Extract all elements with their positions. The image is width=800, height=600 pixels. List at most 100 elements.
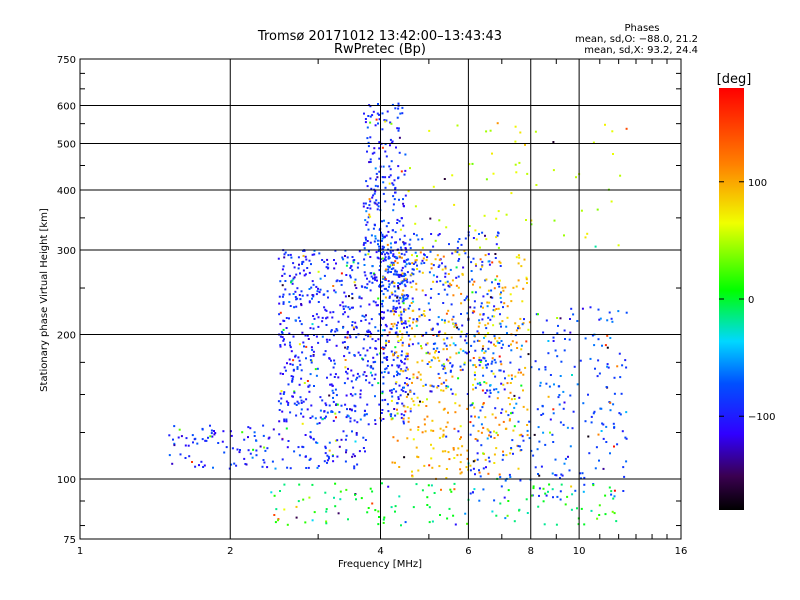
echo-point xyxy=(444,332,447,335)
echo-point xyxy=(372,356,375,359)
echo-point xyxy=(456,247,459,249)
echo-point xyxy=(247,449,250,452)
echo-point xyxy=(281,458,284,461)
echo-point xyxy=(397,129,400,132)
echo-point xyxy=(493,309,496,312)
echo-point xyxy=(393,313,395,316)
echo-point xyxy=(500,411,503,414)
echo-point xyxy=(428,308,431,311)
echo-point xyxy=(417,456,420,459)
echo-point xyxy=(400,388,403,391)
echo-point xyxy=(337,512,340,515)
echo-point xyxy=(362,373,365,376)
echo-point xyxy=(483,357,486,360)
echo-point xyxy=(334,412,337,415)
echo-point xyxy=(586,232,589,235)
echo-point xyxy=(597,338,600,341)
echo-point xyxy=(412,373,415,376)
echo-point xyxy=(335,416,337,419)
echo-point xyxy=(367,423,370,426)
echo-point xyxy=(622,466,625,469)
echo-point xyxy=(279,280,282,283)
echo-point xyxy=(211,435,214,438)
echo-point xyxy=(378,269,381,272)
echo-point xyxy=(359,396,362,399)
echo-point xyxy=(498,342,501,344)
echo-point xyxy=(552,340,555,342)
echo-point xyxy=(430,233,433,235)
echo-point xyxy=(384,368,387,371)
echo-point xyxy=(405,279,408,282)
echo-point xyxy=(299,396,302,399)
echo-point xyxy=(443,407,446,410)
echo-point xyxy=(542,431,545,434)
echo-point xyxy=(404,153,407,156)
echo-point xyxy=(530,494,533,497)
echo-point xyxy=(416,361,419,364)
echo-point xyxy=(385,367,388,370)
echo-point xyxy=(396,296,399,299)
echo-point xyxy=(394,461,396,464)
echo-point xyxy=(499,313,501,316)
echo-point xyxy=(308,288,311,290)
echo-point xyxy=(333,259,335,261)
axis-ticks xyxy=(80,59,681,539)
echo-point xyxy=(422,385,425,387)
echo-point xyxy=(289,253,292,256)
echo-point xyxy=(384,278,387,280)
echo-point xyxy=(613,392,616,395)
echo-point xyxy=(377,257,380,260)
echo-point xyxy=(384,186,387,189)
echo-point xyxy=(484,254,487,257)
echo-point xyxy=(403,294,406,297)
echo-point xyxy=(606,346,609,349)
echo-point xyxy=(376,208,379,211)
echo-point xyxy=(389,264,392,267)
echo-point xyxy=(285,400,288,403)
echo-point xyxy=(316,422,319,425)
echo-point xyxy=(287,401,290,404)
echo-point xyxy=(301,294,304,297)
echo-point xyxy=(479,246,481,249)
echo-point xyxy=(317,301,320,303)
echo-point xyxy=(308,459,311,461)
echo-point xyxy=(414,251,417,254)
echo-point xyxy=(610,200,613,203)
echo-point xyxy=(179,453,182,456)
echo-point xyxy=(347,415,350,418)
echo-point xyxy=(417,404,420,407)
echo-point xyxy=(363,371,366,374)
echo-point xyxy=(423,253,425,256)
echo-point xyxy=(310,404,313,407)
y-tick-label: 75 xyxy=(63,535,76,546)
echo-point xyxy=(594,467,597,470)
echo-point xyxy=(476,339,479,342)
echo-point xyxy=(381,482,383,485)
echo-point xyxy=(351,321,354,323)
echo-point xyxy=(381,235,384,237)
echo-point xyxy=(398,495,401,498)
echo-point xyxy=(266,466,269,469)
echo-point xyxy=(369,346,372,349)
echo-point xyxy=(414,261,417,264)
echo-point xyxy=(446,517,449,520)
echo-point xyxy=(507,414,510,417)
echo-point xyxy=(438,330,441,333)
echo-point xyxy=(419,373,422,376)
echo-point xyxy=(424,294,427,297)
echo-point xyxy=(413,335,416,338)
echo-point xyxy=(538,494,540,497)
echo-point xyxy=(405,355,408,358)
echo-point xyxy=(356,266,359,269)
echo-point xyxy=(398,364,401,367)
echo-point xyxy=(300,290,303,293)
echo-point xyxy=(253,435,256,437)
echo-point xyxy=(477,416,480,419)
echo-point xyxy=(491,360,494,363)
echo-point xyxy=(340,272,343,275)
echo-point xyxy=(334,330,337,333)
echo-point xyxy=(286,466,289,469)
echo-point xyxy=(394,294,397,297)
echo-point xyxy=(479,475,482,478)
echo-point xyxy=(415,282,418,285)
